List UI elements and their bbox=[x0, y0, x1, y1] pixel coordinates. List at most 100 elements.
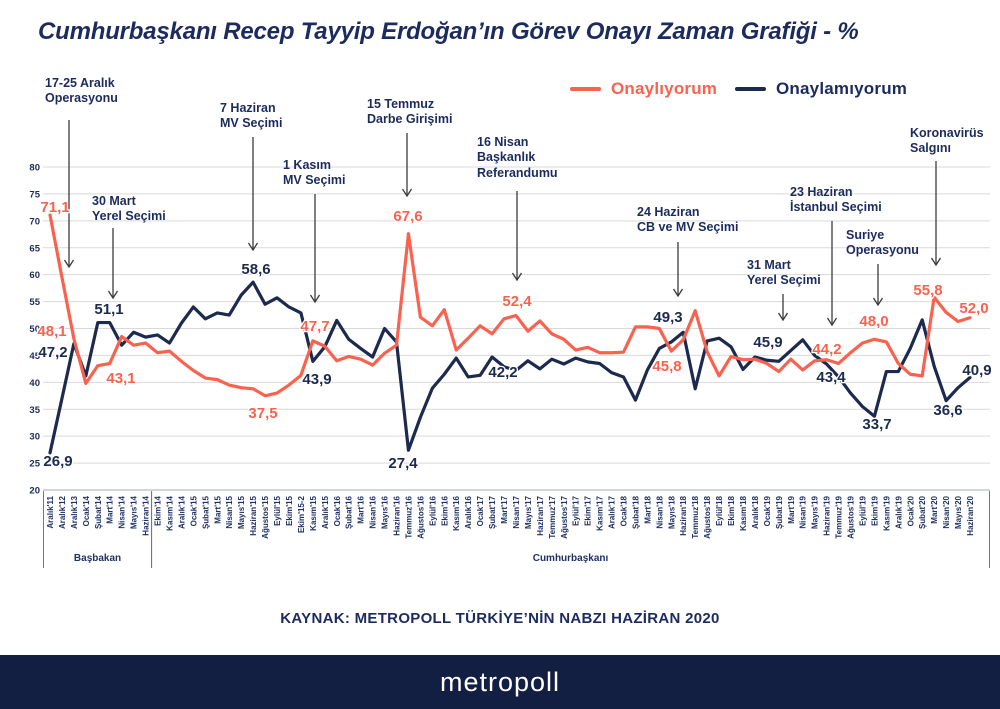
x-tick-label: Ocak'19 bbox=[763, 495, 772, 526]
x-tick-label: Temmuz'18 bbox=[691, 495, 700, 538]
y-tick-label: 55 bbox=[29, 297, 40, 308]
x-tick-label: Temmuz'16 bbox=[404, 495, 413, 538]
approve-line-swatch-icon bbox=[570, 87, 601, 91]
group-label: Başbakan bbox=[74, 553, 121, 564]
annotation-arrowhead-icon bbox=[930, 257, 942, 267]
annotation-arrowhead-icon bbox=[63, 259, 75, 269]
annotation-arrowhead-icon bbox=[247, 242, 259, 252]
x-tick-label: Nisan'14 bbox=[118, 495, 127, 528]
x-tick-label: Aralık'12 bbox=[58, 495, 67, 529]
brand-footer: metropoll bbox=[0, 655, 1000, 709]
x-tick-label: Aralık'11 bbox=[46, 495, 55, 528]
x-tick-label: Kasım'19 bbox=[882, 495, 891, 530]
x-tick-label: Ocak'17 bbox=[476, 495, 485, 526]
value-label: 45,9 bbox=[753, 334, 782, 351]
x-tick-label: Haziran'15 bbox=[249, 495, 258, 535]
x-tick-label: Ekim'19 bbox=[870, 495, 879, 525]
x-tick-label: Haziran'18 bbox=[679, 495, 688, 535]
x-tick-label: Ocak'16 bbox=[333, 495, 342, 526]
value-label: 52,0 bbox=[959, 300, 988, 317]
value-label: 40,9 bbox=[962, 362, 991, 379]
x-tick-label: Mart'17 bbox=[500, 495, 509, 523]
value-label: 43,4 bbox=[816, 369, 846, 386]
event-annotation: 15 Temmuz Darbe Girişimi bbox=[367, 97, 453, 127]
x-tick-label: Şubat'16 bbox=[345, 495, 354, 529]
legend-item-disapprove: Onaylamıyorum bbox=[735, 78, 907, 100]
value-label: 43,9 bbox=[302, 371, 331, 388]
event-annotation: 30 Mart Yerel Seçimi bbox=[92, 194, 166, 224]
annotation-arrowhead-icon bbox=[401, 188, 413, 198]
x-tick-label: Eylül'16 bbox=[428, 495, 437, 525]
y-tick-label: 45 bbox=[29, 351, 40, 362]
x-tick-label: Kasım'14 bbox=[165, 495, 174, 530]
legend-label-disapprove: Onaylamıyorum bbox=[776, 79, 908, 98]
x-tick-label: Ekim'16 bbox=[440, 495, 449, 525]
value-label: 47,2 bbox=[38, 344, 67, 361]
event-annotation: Koronavirüs Salgını bbox=[910, 126, 984, 156]
x-tick-label: Nisan'18 bbox=[655, 495, 664, 528]
x-tick-label: Şubat'20 bbox=[918, 495, 927, 529]
x-tick-label: Aralık'19 bbox=[894, 495, 903, 529]
x-tick-label: Ocak'18 bbox=[620, 495, 629, 526]
x-tick-label: Mayıs'19 bbox=[811, 495, 820, 529]
x-tick-label: Kasım'18 bbox=[739, 495, 748, 530]
x-tick-label: Nisan'15 bbox=[225, 495, 234, 528]
x-tick-label: Eylül'18 bbox=[715, 495, 724, 525]
x-tick-label: Mart'16 bbox=[357, 495, 366, 523]
x-tick-label: Mayıs'15 bbox=[237, 495, 246, 529]
x-tick-label: Mayıs'20 bbox=[954, 495, 963, 529]
x-tick-label: Ağustos'18 bbox=[703, 495, 712, 538]
x-tick-label: Ekim'14 bbox=[154, 495, 163, 525]
value-label: 67,6 bbox=[393, 208, 422, 225]
x-tick-label: Ağustos'15 bbox=[261, 495, 270, 538]
x-tick-label: Aralık'13 bbox=[70, 495, 79, 529]
x-tick-label: Ekim'17 bbox=[584, 495, 593, 525]
legend-label-approve: Onaylıyorum bbox=[611, 79, 718, 98]
x-tick-label: Ağustos'16 bbox=[416, 495, 425, 538]
x-tick-label: Mart'19 bbox=[787, 495, 796, 523]
x-tick-label: Mart'18 bbox=[643, 495, 652, 523]
event-annotation: 24 Haziran CB ve MV Seçimi bbox=[637, 205, 739, 235]
x-tick-label: Nisan'20 bbox=[942, 495, 951, 528]
annotation-arrowhead-icon bbox=[511, 272, 523, 282]
value-label: 26,9 bbox=[43, 453, 72, 470]
x-tick-label: Mart'20 bbox=[930, 495, 939, 523]
value-label: 58,6 bbox=[241, 261, 270, 278]
event-annotation: 7 Haziran MV Seçimi bbox=[220, 101, 283, 131]
value-label: 51,1 bbox=[94, 301, 123, 318]
y-tick-label: 65 bbox=[29, 243, 40, 254]
x-tick-label: Mayıs'16 bbox=[381, 495, 390, 529]
event-annotation: 31 Mart Yerel Seçimi bbox=[747, 258, 821, 288]
annotation-arrowhead-icon bbox=[826, 317, 838, 327]
x-tick-label: Ekim'18 bbox=[727, 495, 736, 525]
x-tick-label: Eylül'17 bbox=[572, 495, 581, 525]
y-tick-label: 30 bbox=[29, 432, 40, 443]
source-note: KAYNAK: METROPOLL TÜRKİYE’NİN NABZI HAZİ… bbox=[280, 610, 720, 627]
series-line-onaylamiyorum bbox=[48, 280, 972, 455]
x-tick-label: Kasım'15 bbox=[309, 495, 318, 530]
page-title: Cumhurbaşkanı Recep Tayyip Erdoğan’ın Gö… bbox=[38, 18, 859, 45]
value-label: 27,4 bbox=[388, 455, 418, 472]
value-label: 44,2 bbox=[812, 341, 841, 358]
value-label: 37,5 bbox=[248, 405, 277, 422]
x-tick-label: Şubat'14 bbox=[94, 495, 103, 529]
annotation-arrowhead-icon bbox=[107, 290, 119, 300]
x-tick-label: Kasım'16 bbox=[452, 495, 461, 530]
x-tick-label: Aralık'18 bbox=[751, 495, 760, 529]
x-tick-label: Mayıs'17 bbox=[524, 495, 533, 529]
value-label: 52,4 bbox=[502, 293, 532, 310]
event-annotation: 16 Nisan Başkanlık Referandumu bbox=[477, 135, 558, 180]
value-label: 49,3 bbox=[653, 309, 682, 326]
value-label: 47,7 bbox=[300, 318, 329, 335]
x-tick-label: Temmuz'17 bbox=[548, 495, 557, 538]
x-tick-label: Şubat'17 bbox=[488, 495, 497, 529]
value-label: 55,8 bbox=[913, 282, 942, 299]
x-tick-label: Şubat'18 bbox=[631, 495, 640, 529]
brand-logo-text: metropoll bbox=[439, 666, 561, 697]
x-tick-label: Haziran'17 bbox=[536, 495, 545, 535]
x-tick-label: Ağustos'17 bbox=[560, 495, 569, 538]
x-tick-label: Temmuz'19 bbox=[835, 495, 844, 538]
y-tick-label: 40 bbox=[29, 378, 40, 389]
